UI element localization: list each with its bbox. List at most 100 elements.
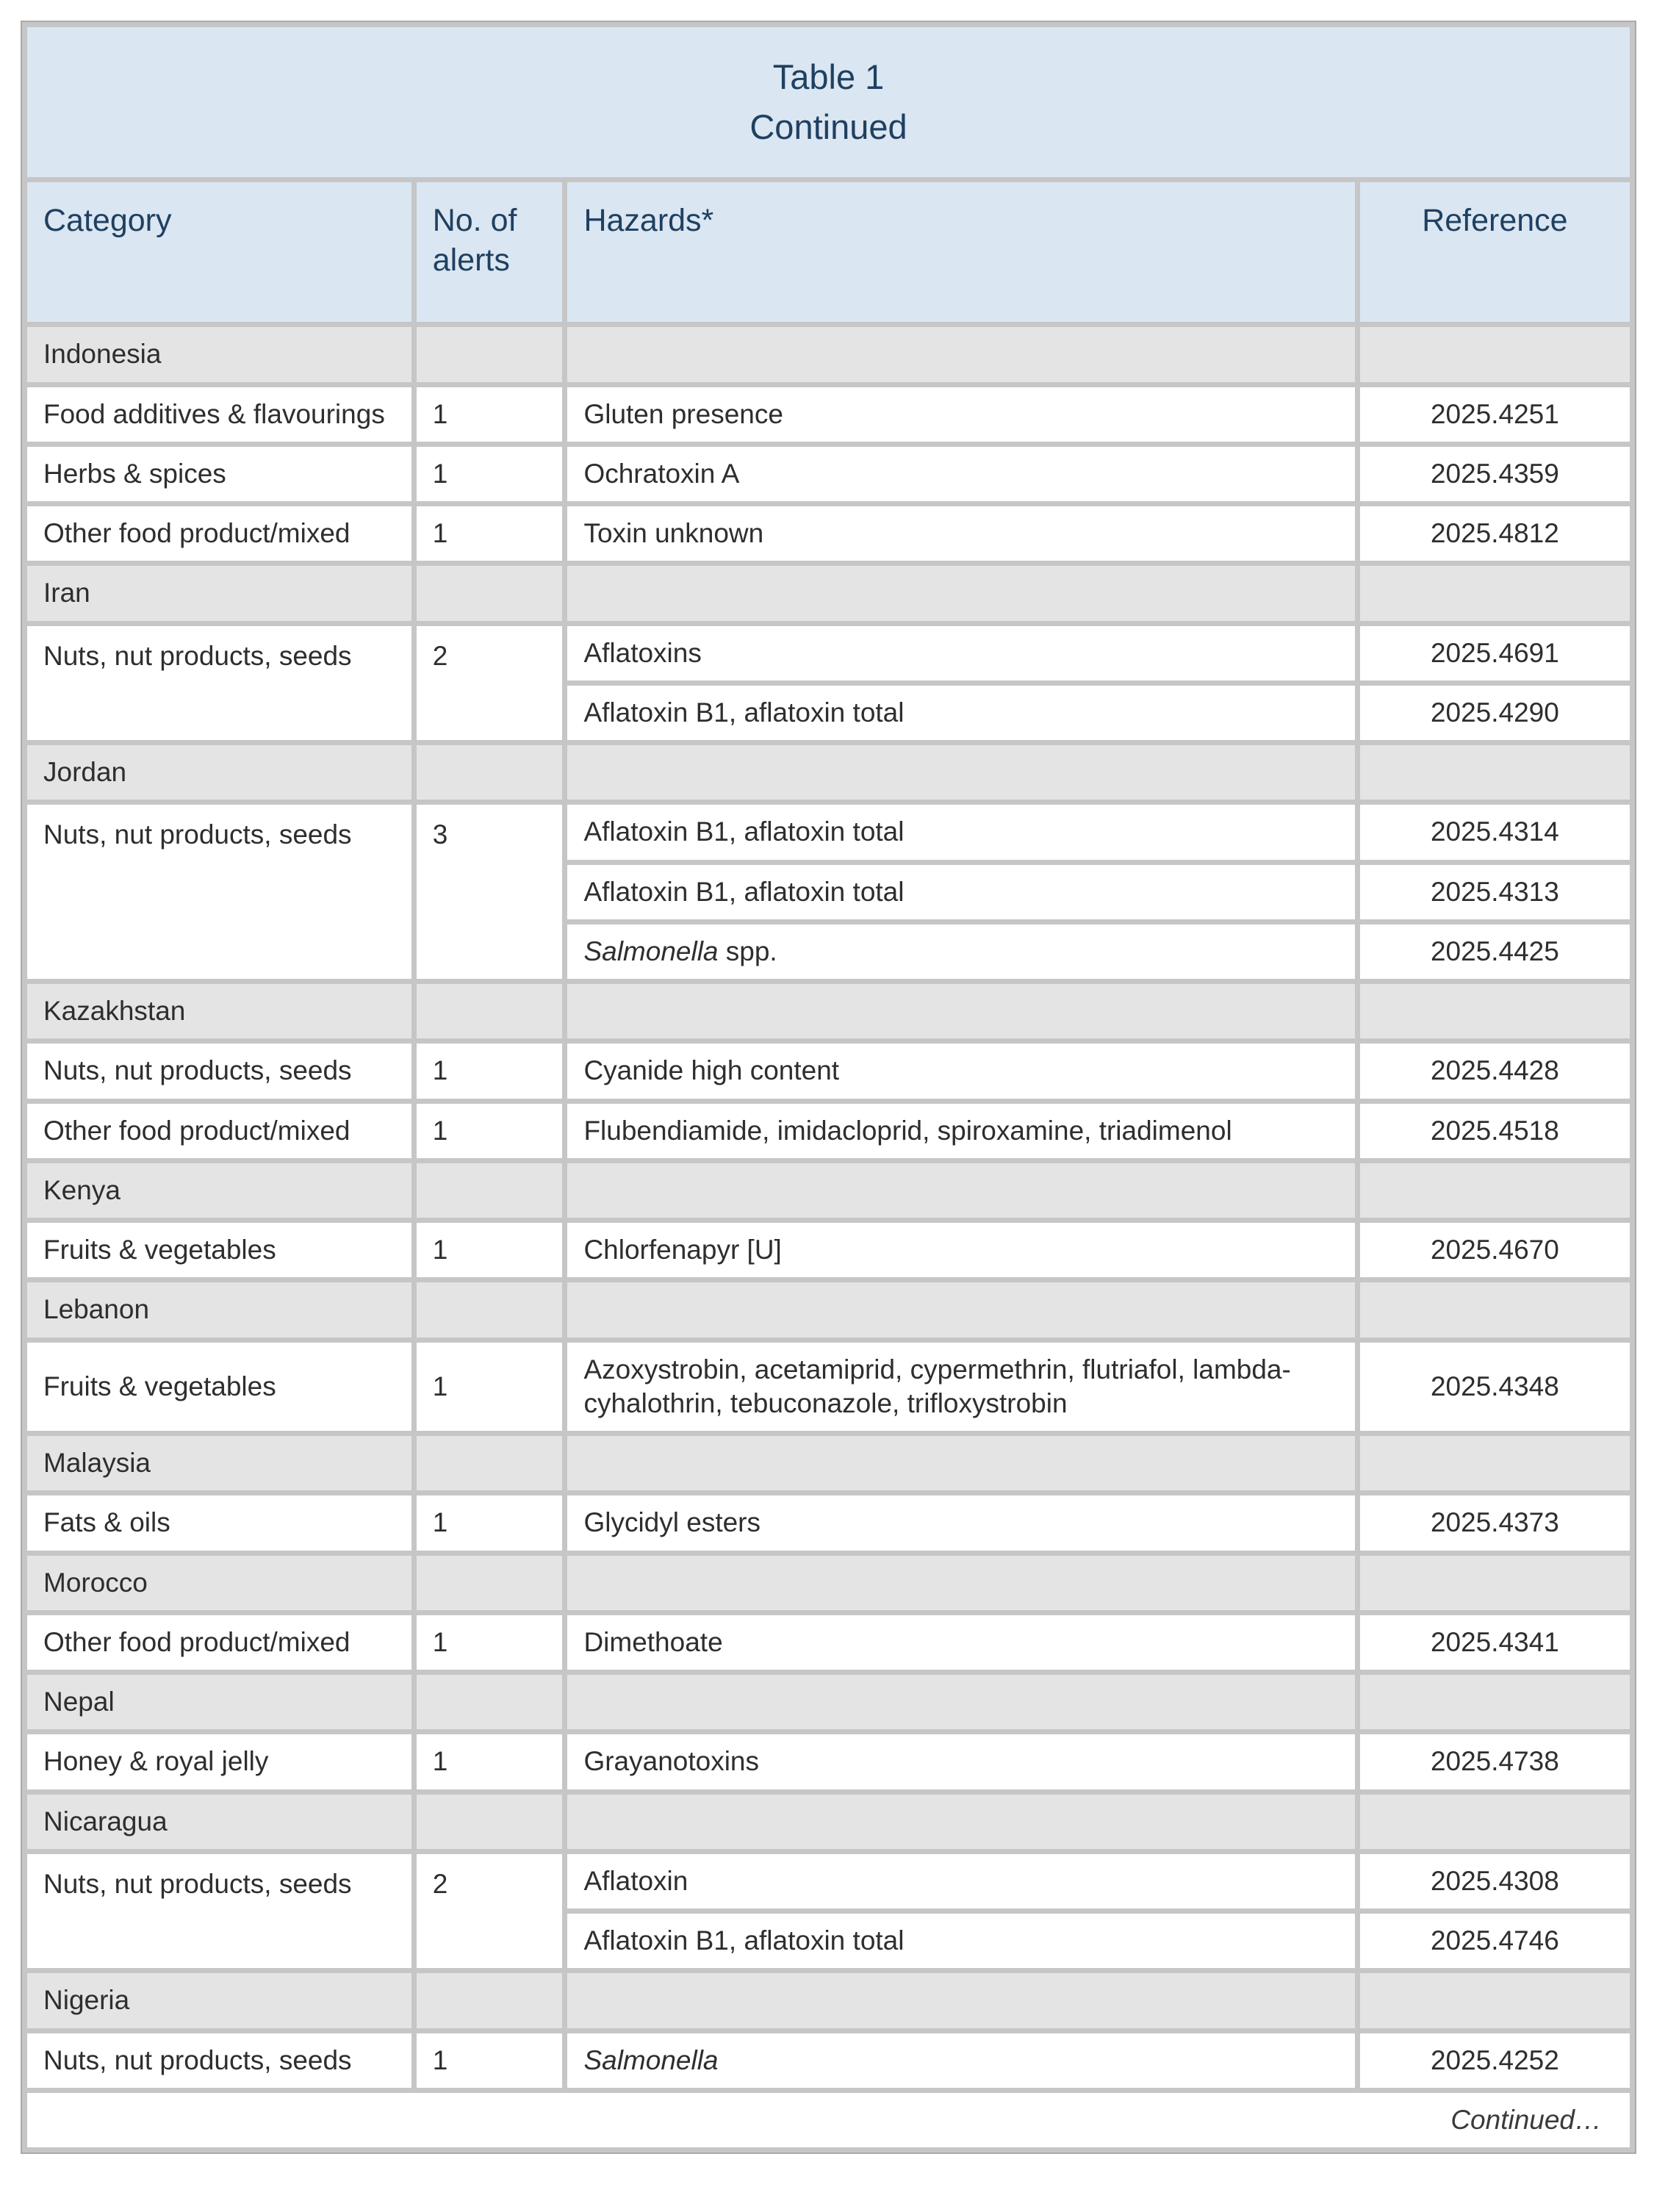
table-body: Indonesia Food additives & flavourings 1 Gl… xyxy=(27,327,1630,2088)
hazard-cell: Salmonella spp. xyxy=(567,924,1355,980)
reference-cell: 2025.4425 xyxy=(1359,924,1630,980)
hazard-text: Gluten presence xyxy=(583,398,783,429)
alerts-count-cell: 1 xyxy=(416,506,563,561)
reference-cell: 2025.4313 xyxy=(1359,864,1630,919)
country-section-cell xyxy=(416,1675,563,1730)
country-section-row: Iran xyxy=(27,566,1630,621)
hazard-cell: Dimethoate xyxy=(567,1615,1355,1670)
category-cell: Other food product/mixed xyxy=(27,1103,411,1158)
country-section-row: Nepal xyxy=(27,1675,1630,1730)
table-title-line2: Continued xyxy=(749,107,907,147)
country-section-row: Malaysia xyxy=(27,1436,1630,1491)
data-row: Fats & oils 1 Glycidyl esters 2025.4373 xyxy=(27,1495,1630,1551)
category-cell: Honey & royal jelly xyxy=(27,1734,411,1789)
alerts-count-cell: 3 xyxy=(416,805,563,980)
country-section-row: Nigeria xyxy=(27,1973,1630,2028)
reference-cell: 2025.4373 xyxy=(1359,1495,1630,1551)
data-row: Honey & royal jelly 1 Grayanotoxins 2025.47… xyxy=(27,1734,1630,1789)
alerts-count-cell: 1 xyxy=(416,1734,563,1789)
country-section-cell xyxy=(567,984,1355,1039)
country-section-cell xyxy=(1359,1282,1630,1337)
hazard-cell: Glycidyl esters xyxy=(567,1495,1355,1551)
hazard-text: Aflatoxin B1, aflatoxin total xyxy=(583,876,905,907)
alerts-count-cell: 1 xyxy=(416,446,563,502)
category-cell: Nuts, nut products, seeds xyxy=(27,625,411,741)
table-title-line1: Table 1 xyxy=(772,57,885,96)
alerts-table: Table 1 Continued Category No. of alerts… xyxy=(21,20,1636,2155)
country-section-cell xyxy=(416,1282,563,1337)
country-section-cell xyxy=(416,745,563,800)
category-cell: Fats & oils xyxy=(27,1495,411,1551)
country-section-cell xyxy=(1359,1436,1630,1491)
country-section-cell xyxy=(567,327,1355,382)
country-section-row: Morocco xyxy=(27,1555,1630,1610)
country-section-cell xyxy=(416,327,563,382)
country-label: Indonesia xyxy=(27,327,411,382)
country-label: Kenya xyxy=(27,1163,411,1218)
country-label: Iran xyxy=(27,566,411,621)
country-section-cell xyxy=(567,1675,1355,1730)
column-header-alerts: No. of alerts xyxy=(416,182,563,323)
hazard-text: Toxin unknown xyxy=(583,518,764,549)
reference-cell: 2025.4428 xyxy=(1359,1044,1630,1099)
country-section-cell xyxy=(1359,1555,1630,1610)
hazard-text: Chlorfenapyr [U] xyxy=(583,1235,782,1265)
reference-cell: 2025.4308 xyxy=(1359,1853,1630,1909)
reference-cell: 2025.4290 xyxy=(1359,685,1630,741)
country-section-cell xyxy=(567,1436,1355,1491)
hazard-cell: Grayanotoxins xyxy=(567,1734,1355,1789)
alerts-count-cell: 1 xyxy=(416,1044,563,1099)
country-section-cell xyxy=(416,1973,563,2028)
reference-cell: 2025.4691 xyxy=(1359,625,1630,681)
country-section-cell xyxy=(1359,1794,1630,1849)
table-footer-row: Continued… xyxy=(27,2092,1630,2148)
country-section-cell xyxy=(1359,745,1630,800)
table-title-row: Table 1 Continued xyxy=(27,27,1630,178)
country-section-cell xyxy=(567,1555,1355,1610)
column-header-reference: Reference xyxy=(1359,182,1630,323)
data-row: Nuts, nut products, seeds 2 Aflatoxins 2025… xyxy=(27,625,1630,741)
hazard-text: Grayanotoxins xyxy=(583,1746,760,1777)
hazard-cell: Gluten presence xyxy=(567,387,1355,442)
hazard-text: Dimethoate xyxy=(583,1626,723,1657)
country-section-cell xyxy=(567,1163,1355,1218)
column-header-row: Category No. of alerts Hazards* Referenc… xyxy=(27,182,1630,323)
country-section-cell xyxy=(416,1794,563,1849)
country-section-cell xyxy=(416,1163,563,1218)
hazard-text: Flubendiamide, imidacloprid, spiroxamine… xyxy=(583,1115,1232,1146)
data-row: Aflatoxin B1, aflatoxin total 2025.4313 xyxy=(27,864,1630,919)
alerts-count-cell: 1 xyxy=(416,1495,563,1551)
hazard-cell: Aflatoxin B1, aflatoxin total xyxy=(567,1914,1355,1969)
category-cell: Nuts, nut products, seeds xyxy=(27,2033,411,2088)
hazard-text: Ochratoxin A xyxy=(583,458,740,489)
hazard-cell: Aflatoxin xyxy=(567,1853,1355,1909)
hazard-cell: Salmonella xyxy=(567,2033,1355,2088)
category-cell: Fruits & vegetables xyxy=(27,1223,411,1278)
hazard-text: Aflatoxin B1, aflatoxin total xyxy=(583,1925,905,1956)
country-section-row: Lebanon xyxy=(27,1282,1630,1337)
column-header-hazards: Hazards* xyxy=(567,182,1355,323)
hazard-text-italic: Salmonella xyxy=(583,936,719,966)
country-section-cell xyxy=(1359,1163,1630,1218)
table-title: Table 1 Continued xyxy=(27,27,1630,178)
alerts-count-cell: 1 xyxy=(416,2033,563,2088)
country-label: Kazakhstan xyxy=(27,984,411,1039)
data-row: Salmonella spp. 2025.4425 xyxy=(27,924,1630,980)
hazard-cell: Aflatoxin B1, aflatoxin total xyxy=(567,864,1355,919)
country-label: Nepal xyxy=(27,1675,411,1730)
country-section-cell xyxy=(416,984,563,1039)
continued-note: Continued… xyxy=(27,2092,1630,2148)
reference-cell: 2025.4348 xyxy=(1359,1342,1630,1432)
hazard-cell: Cyanide high content xyxy=(567,1044,1355,1099)
hazard-text: spp. xyxy=(718,936,777,966)
column-header-category: Category xyxy=(27,182,411,323)
alerts-count-cell: 1 xyxy=(416,1615,563,1670)
category-cell: Nuts, nut products, seeds xyxy=(27,1044,411,1099)
hazard-cell: Aflatoxins xyxy=(567,625,1355,681)
country-section-row: Kenya xyxy=(27,1163,1630,1218)
reference-cell: 2025.4812 xyxy=(1359,506,1630,561)
hazard-cell: Aflatoxin B1, aflatoxin total xyxy=(567,685,1355,741)
hazard-cell: Chlorfenapyr [U] xyxy=(567,1223,1355,1278)
hazard-text-italic: Salmonella xyxy=(583,2044,719,2075)
reference-cell: 2025.4341 xyxy=(1359,1615,1630,1670)
